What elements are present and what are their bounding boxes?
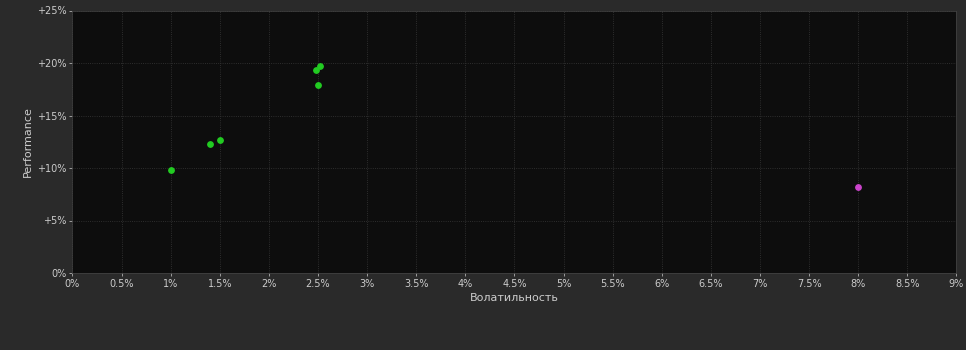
Point	[213, 137, 228, 142]
X-axis label: Волатильность: Волатильность	[469, 293, 559, 303]
Point	[308, 68, 324, 73]
Point	[202, 141, 217, 147]
Point	[850, 184, 866, 190]
Point	[163, 167, 179, 173]
Point	[312, 63, 327, 69]
Point	[310, 82, 326, 88]
Y-axis label: Performance: Performance	[23, 106, 33, 177]
